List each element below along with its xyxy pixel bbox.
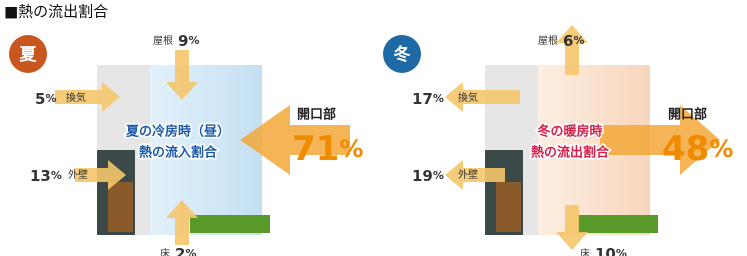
roof-label: 屋根 (153, 34, 173, 47)
floor-label: 床 (580, 247, 590, 256)
hedge (578, 215, 658, 233)
roof-value: 6% (563, 32, 584, 50)
floor-value: 2% (175, 245, 196, 256)
wall-value: 19% (412, 167, 444, 185)
wall-label: 外壁 (458, 168, 478, 181)
title: ■熱の流出割合 (4, 3, 108, 21)
roof-value: 9% (178, 32, 199, 50)
caption-line: 冬の暖房時 (537, 124, 602, 140)
badge-text: 冬 (394, 44, 411, 65)
vent-label: 換気 (458, 91, 478, 104)
summer-panel: 夏 屋根 9% 5% 換気 13% 外壁 床 2% 開口部 71% 夏の冷房時（… (9, 32, 363, 256)
winter-panel: 冬 屋根 6% 17% 換気 19% 外壁 床 10% 開口部 48% 冬の暖房… (383, 25, 733, 256)
door (108, 182, 133, 232)
vent-value: 17% (412, 90, 444, 108)
floor-value: 10% (595, 245, 627, 256)
opening-value: 71% (292, 129, 363, 169)
wall-label: 外壁 (68, 168, 88, 181)
hedge (190, 215, 270, 233)
vent-label: 換気 (66, 91, 86, 104)
opening-label: 開口部 (668, 107, 707, 123)
infographic: ■熱の流出割合 夏 屋根 9% 5% 換気 13% 外壁 床 2% 開口部 71… (0, 0, 747, 256)
vent-value: 5% (35, 90, 56, 108)
caption-line: 熱の流入割合 (139, 145, 218, 161)
opening-value: 48% (662, 129, 733, 169)
caption-line: 熱の流出割合 (531, 145, 610, 161)
wall-value: 13% (30, 167, 62, 185)
door (496, 182, 521, 232)
opening-label: 開口部 (297, 107, 336, 123)
badge-text: 夏 (20, 45, 38, 65)
floor-label: 床 (160, 247, 170, 256)
roof-label: 屋根 (538, 34, 558, 47)
caption-line: 夏の冷房時（昼） (125, 124, 230, 140)
